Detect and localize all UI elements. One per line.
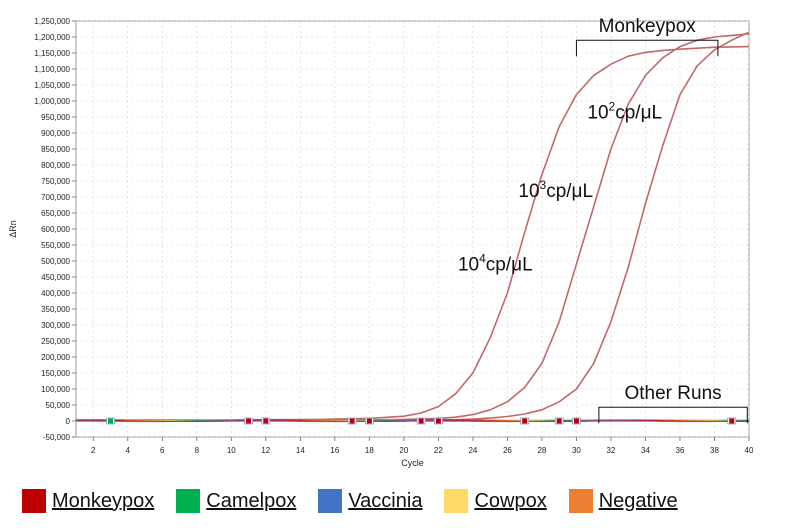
x-tick-label: 28	[537, 446, 546, 455]
amplification-plot: -50,000 0 50,000 100,000 150,000 200,000 250,0…	[8, 16, 754, 468]
amplification-curve-1	[76, 45, 750, 421]
y-tick-label: 300,000	[41, 321, 70, 330]
y-axis-title: ΔRn	[8, 220, 18, 238]
y-tick-label: 850,000	[41, 145, 70, 154]
legend-swatch	[318, 489, 343, 513]
legend: Monkeypox Camelpox Vaccinia Cowpox Negative	[22, 486, 782, 516]
legend-swatch	[568, 489, 593, 513]
y-tick-label: 0	[66, 417, 71, 426]
y-tick-label: 600,000	[41, 225, 70, 234]
baseline-marker	[522, 418, 528, 424]
x-tick-label: 14	[296, 446, 305, 455]
y-tick-label: 1,000,000	[34, 97, 70, 106]
legend-swatch	[176, 489, 201, 513]
baseline-traces	[75, 419, 750, 423]
y-tick-label: 800,000	[41, 161, 70, 170]
x-axis-ticks: 2 4 6 8 10 12 14 16 18 20 22 24 26 28 30 32 34 36 38 40	[91, 437, 754, 455]
x-tick-label: 18	[365, 446, 374, 455]
x-tick-label: 2	[91, 446, 96, 455]
curve-label-3: 102cp/μL	[587, 100, 662, 124]
x-tick-label: 38	[710, 446, 719, 455]
legend-label: Negative	[598, 489, 678, 512]
y-tick-label: 750,000	[41, 177, 70, 186]
legend-item-camelpox: Camelpox	[176, 489, 296, 513]
curve-label-1: 104cp/μL	[458, 252, 533, 276]
x-axis-title: Cycle	[401, 458, 424, 468]
baseline-marker	[435, 418, 441, 424]
curve-annotations: Monkeypox Other Runs 104cp/μL 103cp/μL 102…	[458, 16, 748, 424]
y-tick-label: 450,000	[41, 273, 70, 282]
other-runs-bracket	[598, 406, 748, 424]
legend-item-cowpox: Cowpox	[444, 489, 547, 513]
x-tick-label: 26	[503, 446, 512, 455]
monkeypox-bracket	[575, 39, 719, 57]
y-tick-label: 50,000	[46, 401, 71, 410]
y-tick-label: 100,000	[41, 385, 70, 394]
x-tick-label: 4	[126, 446, 131, 455]
baseline-marker	[573, 418, 579, 424]
baseline-marker	[729, 418, 735, 424]
y-tick-label: 250,000	[41, 337, 70, 346]
x-tick-label: 10	[227, 446, 236, 455]
y-tick-label: 150,000	[41, 369, 70, 378]
y-tick-label: 700,000	[41, 193, 70, 202]
legend-label: Vaccinia	[348, 489, 423, 512]
y-tick-label: 900,000	[41, 129, 70, 138]
x-tick-label: 36	[676, 446, 685, 455]
legend-label: Monkeypox	[52, 489, 155, 512]
baseline-markers	[106, 417, 737, 425]
baseline-marker	[263, 418, 269, 424]
x-tick-label: 22	[434, 446, 443, 455]
x-tick-label: 30	[572, 446, 581, 455]
y-axis-ticks: -50,000 0 50,000 100,000 150,000 200,000 250,0…	[34, 17, 76, 442]
y-tick-label: 1,050,000	[34, 81, 70, 90]
x-tick-label: 34	[641, 446, 650, 455]
x-tick-label: 16	[330, 446, 339, 455]
x-tick-label: 6	[160, 446, 165, 455]
baseline-marker	[366, 418, 372, 424]
monkeypox-annotation: Monkeypox	[599, 16, 697, 37]
y-tick-label: 500,000	[41, 257, 70, 266]
legend-swatch	[444, 489, 469, 513]
y-tick-label: -50,000	[43, 433, 71, 442]
x-tick-label: 32	[606, 446, 615, 455]
legend-item-vaccinia: Vaccinia	[318, 489, 422, 513]
legend-label: Camelpox	[206, 489, 297, 512]
y-tick-label: 950,000	[41, 113, 70, 122]
baseline-marker	[246, 418, 252, 424]
y-tick-label: 550,000	[41, 241, 70, 250]
baseline-marker	[418, 418, 424, 424]
y-tick-label: 350,000	[41, 305, 70, 314]
baseline-marker	[556, 418, 562, 424]
amplification-curve-2	[76, 33, 750, 422]
y-tick-label: 1,250,000	[34, 17, 70, 26]
y-tick-label: 400,000	[41, 289, 70, 298]
x-tick-label: 24	[468, 446, 477, 455]
baseline-trace	[75, 420, 750, 423]
curve-label-2: 103cp/μL	[518, 178, 593, 202]
y-tick-label: 650,000	[41, 209, 70, 218]
legend-swatch	[22, 489, 46, 513]
legend-item-negative: Negative	[568, 489, 678, 513]
y-tick-label: 1,200,000	[34, 33, 70, 42]
baseline-marker	[108, 418, 114, 424]
x-tick-label: 20	[399, 446, 408, 455]
legend-label: Cowpox	[474, 489, 547, 512]
baseline-marker	[349, 418, 355, 424]
x-tick-label: 40	[745, 446, 754, 455]
x-tick-label: 8	[195, 446, 200, 455]
legend-item-monkeypox: Monkeypox	[22, 489, 154, 513]
y-tick-label: 1,100,000	[34, 65, 70, 74]
y-tick-label: 1,150,000	[34, 49, 70, 58]
y-tick-label: 200,000	[41, 353, 70, 362]
other-runs-annotation: Other Runs	[624, 383, 721, 404]
x-tick-label: 12	[261, 446, 270, 455]
